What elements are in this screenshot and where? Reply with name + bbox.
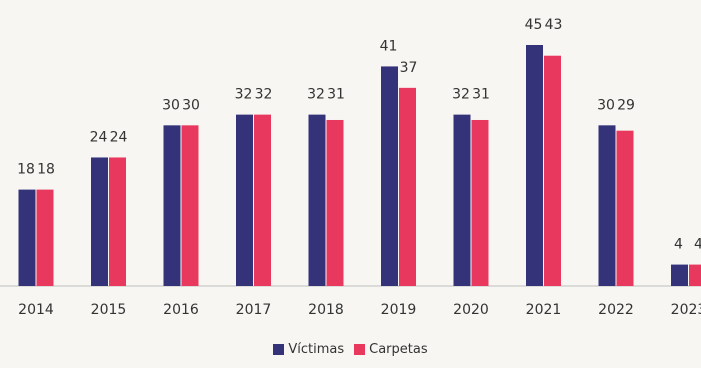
data-label-carpetas-2020: 31 [472,87,490,103]
bar-carpetas-2022 [617,131,634,286]
data-label-victimas-2015: 24 [90,129,108,145]
data-label-victimas-2016: 30 [162,97,180,113]
bar-carpetas-2016 [182,125,199,286]
data-label-victimas-2021: 45 [525,17,543,33]
bar-carpetas-2014 [37,190,54,286]
x-tick-label-2021: 2021 [526,302,562,318]
data-label-victimas-2019: 41 [380,38,398,54]
bar-victimas-2016 [164,125,181,286]
data-label-victimas-2020: 32 [452,87,470,103]
x-tick-label-2014: 2014 [18,302,54,318]
data-label-victimas-2014: 18 [17,162,35,178]
legend: Víctimas Carpetas [0,342,701,357]
bar-victimas-2014 [19,190,36,286]
data-label-carpetas-2017: 32 [255,87,273,103]
x-tick-labels: 2014 2015 2016 2017 2018 2019 2020 2021 2022 2023 [18,302,701,318]
data-label-carpetas-2023: 4 [694,237,701,253]
data-label-victimas-2023: 4 [674,237,683,253]
x-tick-label-2020: 2020 [453,302,489,318]
data-label-carpetas-2015: 24 [110,129,128,145]
bar-carpetas-2019 [399,88,416,286]
bar-carpetas-2021 [544,56,561,286]
x-tick-label-2022: 2022 [598,302,634,318]
x-tick-label-2019: 2019 [381,302,417,318]
bar-carpetas-2015 [109,157,126,286]
bar-victimas-2015 [91,157,108,286]
bar-victimas-2023 [671,265,688,286]
bar-victimas-2019 [381,66,398,286]
bar-victimas-2022 [599,125,616,286]
bar-carpetas-2017 [254,115,271,286]
bar-victimas-2017 [236,115,253,286]
data-label-carpetas-2014: 18 [37,162,55,178]
bar-carpetas-2018 [327,120,344,286]
legend-item-carpetas: Carpetas [354,342,427,357]
bar-victimas-2021 [526,45,543,286]
data-label-carpetas-2019: 37 [400,60,418,76]
data-label-carpetas-2018: 31 [327,87,345,103]
legend-label-victimas: Víctimas [288,342,344,357]
legend-label-carpetas: Carpetas [369,342,427,357]
data-label-carpetas-2022: 29 [617,97,635,113]
bar-carpetas-2020 [472,120,489,286]
data-label-victimas-2018: 32 [307,87,325,103]
legend-item-victimas: Víctimas [273,342,344,357]
data-label-carpetas-2021: 43 [545,17,563,33]
x-tick-label-2023: 2023 [671,302,701,318]
bar-victimas-2018 [309,115,326,286]
bars-layer [19,45,701,286]
bar-victimas-2020 [454,115,471,286]
legend-swatch-victimas [273,344,284,355]
x-tick-label-2017: 2017 [236,302,272,318]
legend-swatch-carpetas [354,344,365,355]
data-label-victimas-2017: 32 [235,87,253,103]
x-tick-label-2015: 2015 [91,302,127,318]
data-label-victimas-2022: 30 [597,97,615,113]
x-tick-label-2016: 2016 [163,302,199,318]
x-tick-label-2018: 2018 [308,302,344,318]
bar-carpetas-2023 [689,265,701,286]
data-label-carpetas-2016: 30 [182,97,200,113]
